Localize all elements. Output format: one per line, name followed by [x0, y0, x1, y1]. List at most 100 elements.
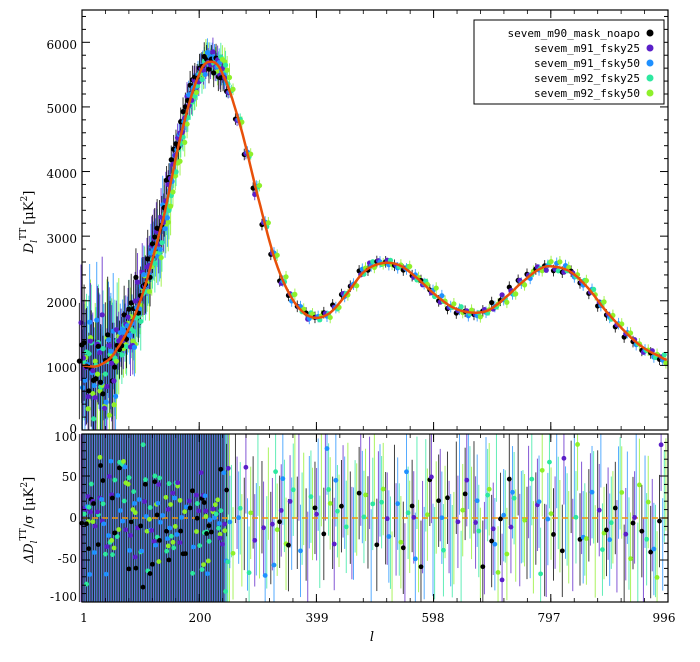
residual-data-point	[480, 564, 486, 570]
spectrum-data-point	[173, 141, 179, 147]
residual-data-point	[216, 525, 221, 531]
residual-data-point	[404, 469, 409, 475]
spectrum-data-point	[489, 299, 495, 306]
residual-data-point	[81, 511, 87, 517]
spectrum-data-point	[172, 173, 178, 179]
legend-entry-label: sevem_m91_fsky50	[534, 57, 640, 70]
residual-data-point	[374, 542, 380, 548]
spectrum-data-point	[256, 182, 263, 189]
residual-data-point	[143, 514, 149, 519]
residual-data-point	[175, 480, 180, 486]
legend: sevem_m90_mask_noapo sevem_m91_fsky25 se…	[473, 19, 665, 105]
residual-data-point	[333, 477, 339, 483]
residual-data-point	[143, 477, 148, 483]
spectrum-data-point	[283, 274, 289, 280]
residual-data-point	[170, 539, 176, 545]
spectrum-data-point	[146, 288, 152, 295]
residual-data-point	[142, 481, 148, 487]
residual-data-point	[604, 527, 609, 533]
spectrum-data-point	[145, 256, 151, 262]
spectrum-data-point	[85, 394, 91, 400]
residual-data-point	[225, 559, 231, 565]
residual-data-point	[152, 479, 158, 485]
residual-data-point	[644, 536, 650, 542]
residual-data-point	[144, 528, 150, 534]
spectrum-data-point	[104, 383, 110, 390]
residual-y-tick-label: 100	[54, 430, 77, 444]
spectrum-data-point	[521, 282, 528, 288]
residual-data-point	[196, 508, 202, 514]
spectrum-data-point	[123, 343, 130, 350]
residual-data-point	[208, 529, 214, 535]
spectrum-data-point	[152, 234, 158, 240]
residual-data-point	[331, 541, 337, 547]
residual-data-point	[551, 532, 556, 537]
residual-data-point	[164, 536, 170, 542]
residual-data-point	[140, 584, 146, 590]
spectrum-data-point	[133, 274, 139, 280]
residual-data-point	[398, 539, 404, 545]
spectrum-data-point	[226, 74, 233, 81]
residual-data-point	[217, 531, 223, 537]
residual-data-point	[206, 523, 212, 529]
residual-data-point	[138, 523, 144, 529]
residual-data-point	[538, 571, 544, 577]
residual-data-point	[632, 515, 637, 520]
residual-data-point	[243, 464, 249, 470]
residual-data-point	[160, 513, 166, 518]
y-label-unit: [μK	[22, 201, 37, 225]
residual-data-point	[409, 503, 415, 509]
residual-data-point	[326, 487, 332, 492]
spectrum-data-point	[499, 292, 505, 298]
residual-data-point	[98, 463, 103, 468]
residual-data-point	[123, 527, 129, 533]
residual-data-point	[198, 470, 204, 476]
residual-data-point	[84, 581, 89, 587]
residual-data-points	[79, 442, 664, 594]
residual-data-point	[194, 501, 200, 506]
residual-data-point	[529, 476, 535, 482]
residual-data-point	[152, 473, 158, 479]
spectrum-data-point	[86, 351, 92, 357]
spectrum-data-point	[91, 382, 97, 389]
spectrum-y-tick-label: 1000	[46, 361, 77, 375]
spectrum-data-point	[439, 293, 445, 299]
residual-data-point	[221, 470, 227, 476]
residual-data-point	[186, 498, 192, 504]
residual-data-point	[97, 454, 103, 460]
residual-data-point	[126, 566, 132, 572]
residual-data-point	[117, 465, 122, 471]
spectrum-data-point	[152, 260, 158, 267]
spectrum-data-point	[661, 352, 667, 358]
residual-data-point	[205, 558, 211, 564]
residual-y-tick-label: -100	[50, 590, 77, 604]
residual-data-point	[86, 546, 92, 552]
residual-data-point	[203, 508, 209, 514]
spectrum-data-point	[513, 291, 519, 297]
residual-data-point	[175, 483, 181, 489]
spectrum-data-point	[557, 259, 563, 265]
residual-data-point	[91, 501, 96, 506]
residual-data-point	[215, 497, 221, 503]
residual-data-point	[657, 518, 662, 524]
residual-data-point	[111, 545, 117, 551]
spectrum-data-point	[211, 70, 217, 76]
legend-entry-label: sevem_m92_fsky50	[534, 87, 640, 100]
residual-data-point	[248, 510, 254, 516]
residual-data-point	[88, 509, 93, 515]
spectrum-data-point	[100, 346, 106, 352]
residual-data-point	[455, 519, 461, 525]
spectrum-data-point	[128, 300, 134, 306]
residual-y-axis-label: ΔDlTT/σ [μK2]	[19, 477, 40, 564]
spectrum-data-point	[100, 391, 106, 397]
spectrum-data-point	[165, 219, 171, 225]
residual-data-point	[171, 545, 177, 551]
residual-data-point	[177, 497, 183, 503]
residual-data-point	[147, 571, 153, 576]
residual-data-point	[412, 556, 418, 562]
spectrum-data-point	[164, 215, 170, 221]
y-label-unit-close: ]	[22, 191, 37, 196]
spectrum-data-point	[504, 299, 510, 305]
residual-data-point	[174, 532, 180, 537]
y-label-sup: TT	[19, 228, 29, 240]
